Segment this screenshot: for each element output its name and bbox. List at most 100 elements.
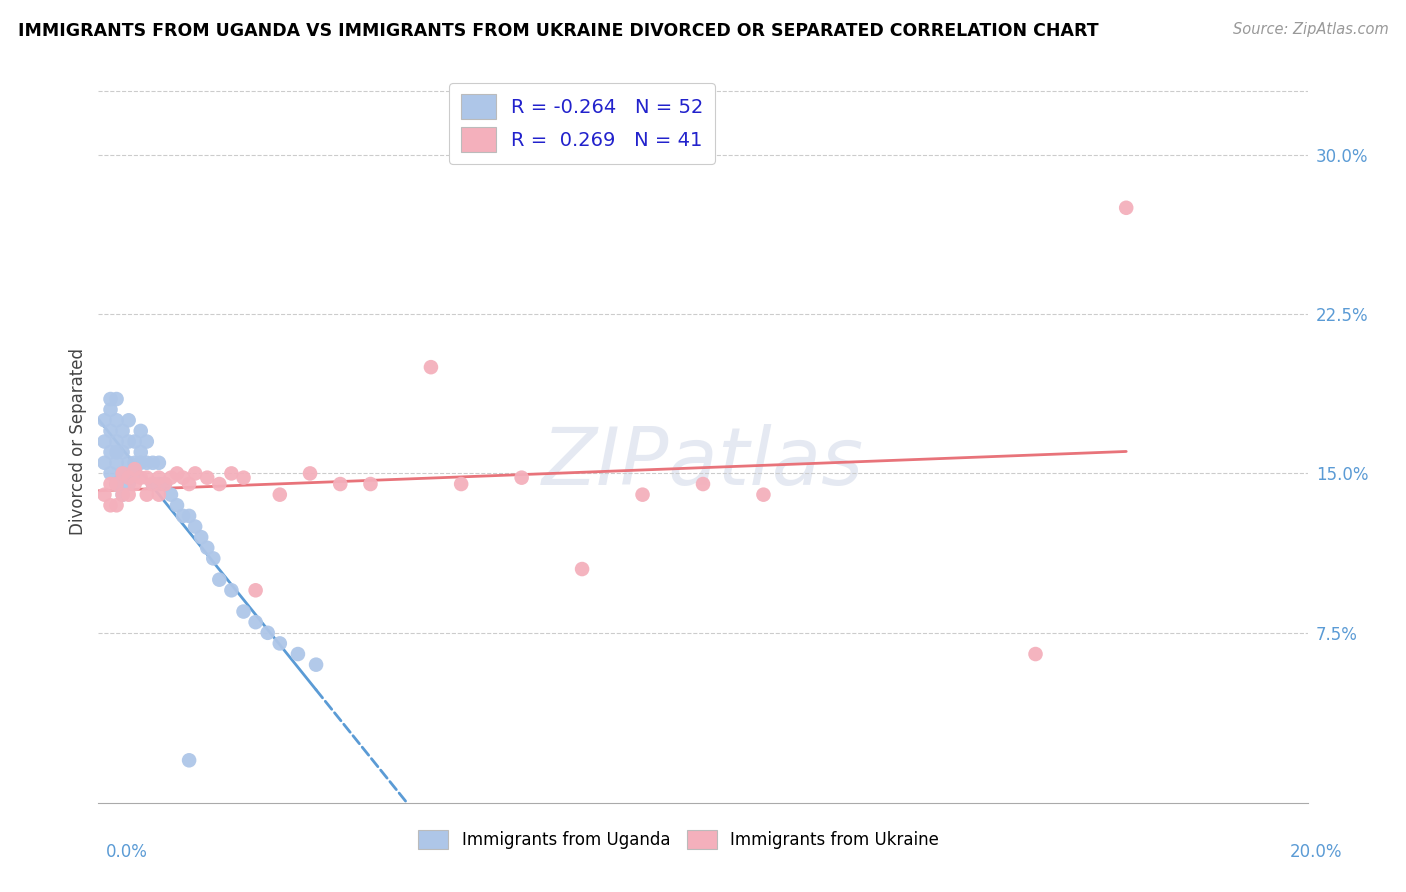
Point: [221, 467, 243, 481]
Point: [179, 753, 201, 767]
Point: [179, 477, 201, 491]
Point: [135, 434, 157, 449]
Point: [221, 583, 243, 598]
Point: [124, 456, 146, 470]
Point: [752, 488, 775, 502]
Point: [148, 456, 170, 470]
Point: [105, 456, 128, 470]
Point: [148, 471, 170, 485]
Y-axis label: Divorced or Separated: Divorced or Separated: [69, 348, 87, 535]
Point: [118, 413, 141, 427]
Point: [135, 471, 157, 485]
Point: [153, 477, 176, 491]
Point: [360, 477, 382, 491]
Point: [142, 477, 165, 491]
Point: [135, 488, 157, 502]
Point: [184, 467, 207, 481]
Text: ZIPatlas: ZIPatlas: [541, 425, 865, 502]
Point: [93, 413, 115, 427]
Point: [111, 445, 134, 459]
Point: [100, 392, 122, 406]
Point: [160, 471, 183, 485]
Point: [111, 467, 134, 481]
Point: [124, 462, 146, 476]
Point: [269, 636, 291, 650]
Point: [1115, 201, 1137, 215]
Point: [100, 402, 122, 417]
Point: [93, 456, 115, 470]
Point: [111, 424, 134, 438]
Point: [124, 434, 146, 449]
Point: [190, 530, 212, 544]
Point: [105, 477, 128, 491]
Point: [111, 467, 134, 481]
Point: [232, 605, 254, 619]
Point: [172, 471, 194, 485]
Point: [105, 434, 128, 449]
Point: [142, 477, 165, 491]
Point: [105, 477, 128, 491]
Point: [172, 508, 194, 523]
Point: [118, 488, 141, 502]
Point: [129, 456, 152, 470]
Point: [166, 467, 188, 481]
Point: [111, 488, 134, 502]
Point: [692, 477, 714, 491]
Point: [450, 477, 472, 491]
Text: 20.0%: 20.0%: [1291, 843, 1343, 861]
Point: [105, 392, 128, 406]
Point: [118, 471, 141, 485]
Point: [111, 488, 134, 502]
Point: [208, 573, 231, 587]
Point: [100, 477, 122, 491]
Point: [299, 467, 322, 481]
Point: [1024, 647, 1046, 661]
Point: [232, 471, 254, 485]
Point: [287, 647, 309, 661]
Point: [105, 498, 128, 512]
Point: [631, 488, 654, 502]
Point: [100, 445, 122, 459]
Point: [208, 477, 231, 491]
Point: [256, 625, 278, 640]
Point: [510, 471, 533, 485]
Point: [571, 562, 593, 576]
Text: Source: ZipAtlas.com: Source: ZipAtlas.com: [1233, 22, 1389, 37]
Point: [329, 477, 352, 491]
Point: [305, 657, 328, 672]
Point: [100, 424, 122, 438]
Point: [195, 471, 218, 485]
Point: [184, 519, 207, 533]
Point: [118, 434, 141, 449]
Point: [129, 445, 152, 459]
Point: [148, 488, 170, 502]
Point: [142, 456, 165, 470]
Legend: Immigrants from Uganda, Immigrants from Ukraine: Immigrants from Uganda, Immigrants from …: [412, 823, 946, 856]
Point: [100, 498, 122, 512]
Point: [105, 445, 128, 459]
Point: [118, 456, 141, 470]
Point: [195, 541, 218, 555]
Point: [269, 488, 291, 502]
Point: [166, 498, 188, 512]
Point: [135, 456, 157, 470]
Point: [420, 360, 443, 375]
Point: [124, 467, 146, 481]
Point: [202, 551, 225, 566]
Point: [124, 477, 146, 491]
Point: [93, 434, 115, 449]
Point: [160, 488, 183, 502]
Point: [179, 508, 201, 523]
Point: [118, 477, 141, 491]
Point: [100, 467, 122, 481]
Point: [245, 583, 267, 598]
Point: [245, 615, 267, 630]
Text: IMMIGRANTS FROM UGANDA VS IMMIGRANTS FROM UKRAINE DIVORCED OR SEPARATED CORRELAT: IMMIGRANTS FROM UGANDA VS IMMIGRANTS FRO…: [18, 22, 1099, 40]
Point: [129, 471, 152, 485]
Text: 0.0%: 0.0%: [105, 843, 148, 861]
Point: [148, 477, 170, 491]
Point: [93, 488, 115, 502]
Point: [105, 413, 128, 427]
Point: [153, 477, 176, 491]
Point: [129, 424, 152, 438]
